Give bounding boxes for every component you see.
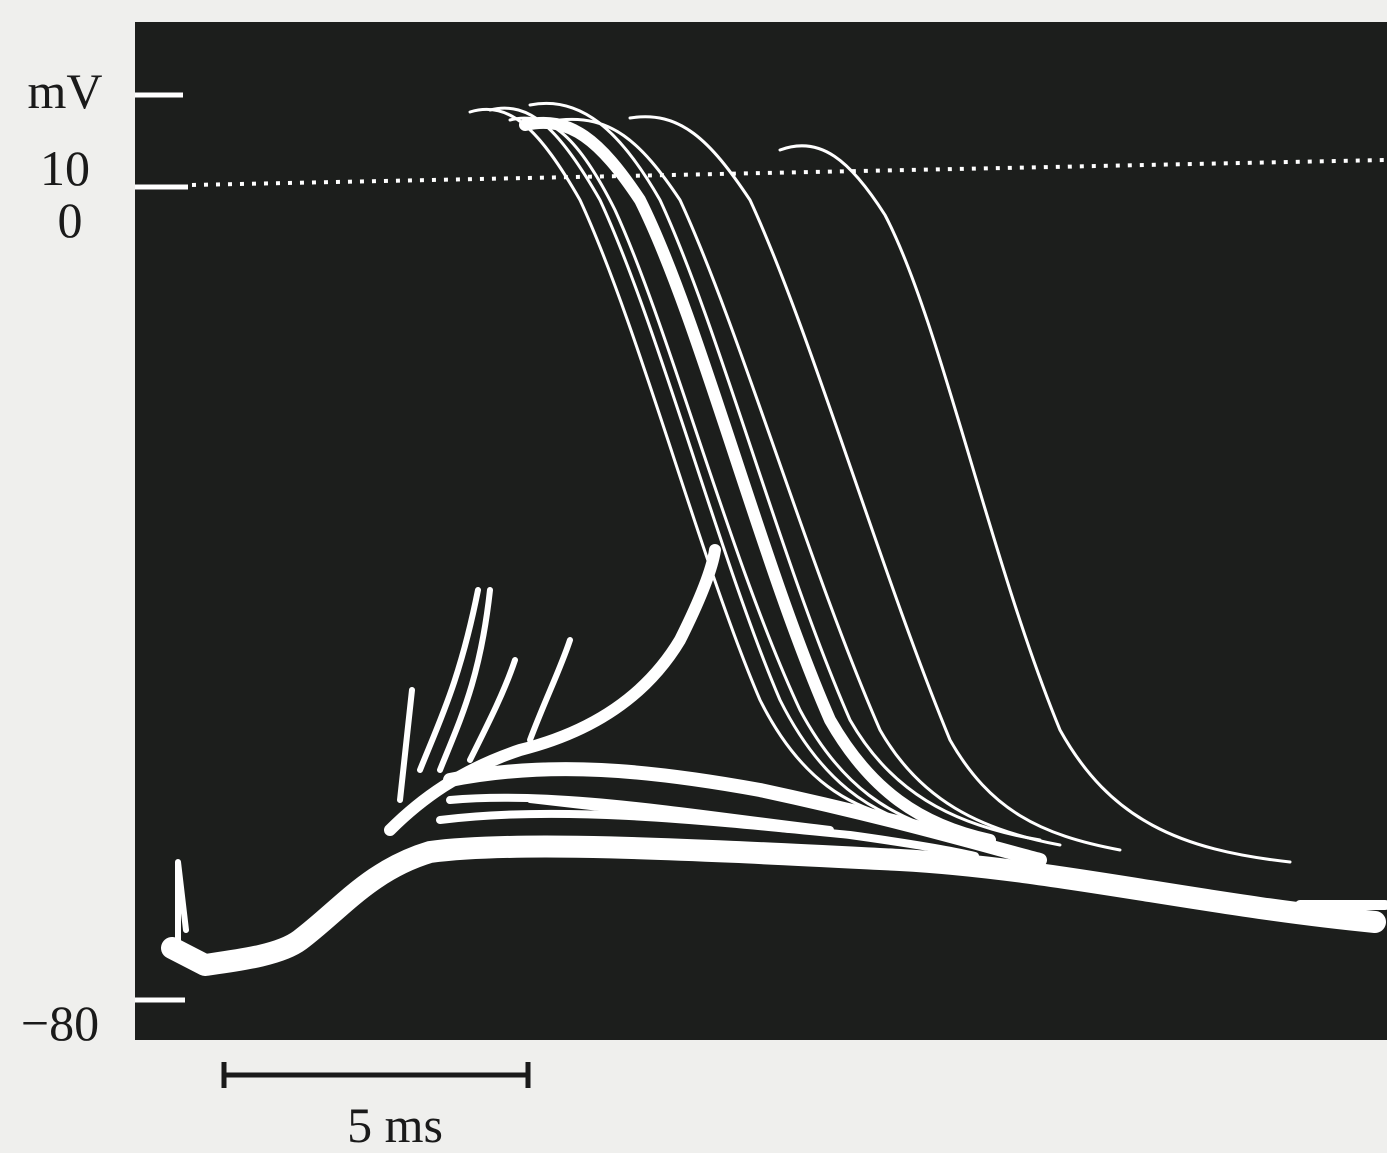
y-unit-label: mV — [28, 63, 103, 119]
figure: mV 10 0 −80 5 ms — [0, 0, 1387, 1153]
y-tick-label: −80 — [21, 995, 99, 1051]
scale-bar — [224, 1062, 528, 1088]
y-tick-label: 10 — [40, 140, 90, 196]
scale-bar-label: 5 ms — [347, 1097, 443, 1153]
y-tick-label: 0 — [58, 192, 83, 248]
